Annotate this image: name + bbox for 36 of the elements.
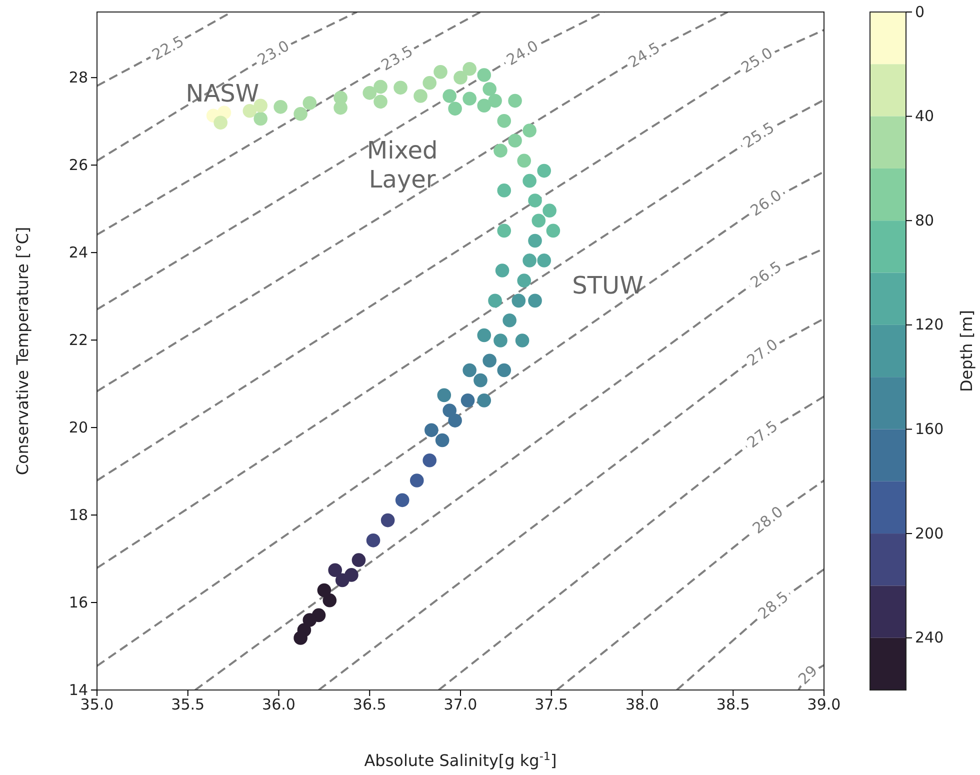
x-tick-label: 36.5 xyxy=(352,696,386,714)
color-bar-label: 40 xyxy=(915,107,934,126)
x-tick-label: 37.5 xyxy=(534,696,568,714)
color-bar-label: 0 xyxy=(915,2,925,21)
annotation: Mixed Layer xyxy=(366,136,438,194)
y-tick-label: 22 xyxy=(68,330,88,349)
y-tick-label: 28 xyxy=(68,68,88,86)
annotation: NASW xyxy=(186,79,260,108)
y-tick-label: 20 xyxy=(68,418,88,436)
x-axis-title: Absolute Salinity[g kg$^{-1}$] xyxy=(364,750,557,770)
series-label: 23.0 xyxy=(254,36,292,70)
color-bar-label: 80 xyxy=(915,211,934,230)
color-bar-title: Depth [m] xyxy=(957,310,976,392)
color-bar-label: 200 xyxy=(915,524,944,542)
y-axis-title: Conservative Temperature [°C] xyxy=(13,226,32,476)
x-tick-label: 35.5 xyxy=(171,696,205,714)
y-tick-label: 16 xyxy=(68,593,88,612)
color-bar-label: 160 xyxy=(915,420,944,438)
color-bar-label: 120 xyxy=(915,316,944,334)
series-label: 24.0 xyxy=(503,36,542,70)
y-tick-label: 18 xyxy=(68,506,88,524)
series-label: 24.5 xyxy=(625,38,664,72)
x-tick-label: 36.0 xyxy=(262,696,296,714)
y-tick-label: 24 xyxy=(68,243,88,262)
series-label: 22.5 xyxy=(149,32,187,64)
series-label: 29 xyxy=(794,662,821,688)
x-tick-label: 37.0 xyxy=(444,696,478,714)
y-tick-label: 26 xyxy=(68,156,88,174)
x-tick-label: 39.0 xyxy=(807,696,841,714)
series-label: 26.0 xyxy=(747,186,785,220)
series-label: 23.5 xyxy=(378,42,416,74)
x-tick-label: 38.5 xyxy=(716,696,750,714)
annotation: STUW xyxy=(572,272,644,300)
x-tick-label: 38.0 xyxy=(626,696,659,714)
series-label: 25.0 xyxy=(738,44,776,77)
color-bar-label: 240 xyxy=(915,628,944,647)
